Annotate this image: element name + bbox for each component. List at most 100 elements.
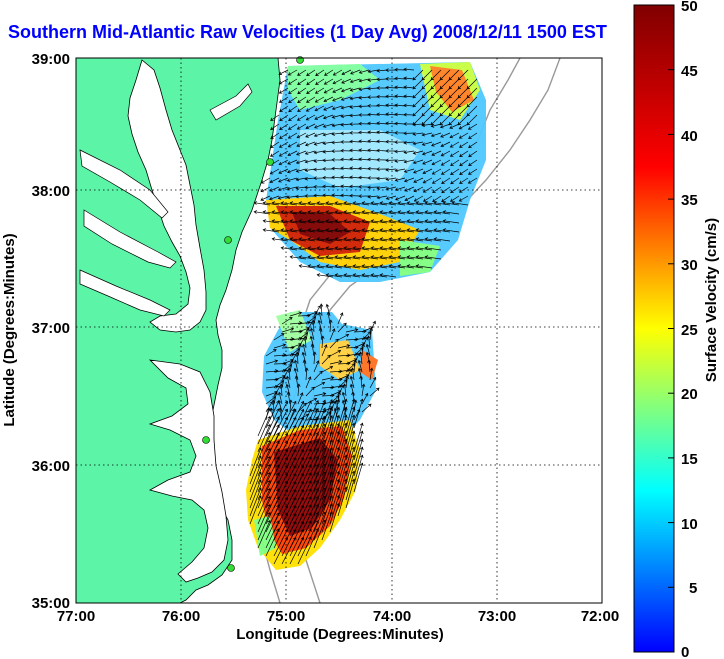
velocity-arrow (321, 503, 333, 533)
velocity-arrow (265, 504, 280, 533)
velocity-arrow (322, 123, 334, 128)
radar-station (227, 564, 235, 572)
velocity-arrow (349, 193, 361, 198)
velocity-arrow (305, 123, 316, 130)
velocity-arrow (430, 132, 442, 138)
velocity-arrow (343, 273, 361, 278)
velocity-arrow (341, 78, 352, 84)
velocity-arrow (329, 406, 341, 437)
velocity-arrow (288, 114, 298, 121)
velocity-arrow (331, 184, 343, 189)
velocity-arrow (280, 228, 298, 233)
velocity-arrow (325, 273, 343, 278)
velocity-arrow (457, 114, 469, 126)
velocity-arrow (468, 150, 478, 158)
velocity-arrow (265, 512, 280, 541)
velocity-arrow (406, 219, 424, 224)
velocity-arrow (298, 264, 316, 269)
velocity-arrow (345, 470, 356, 501)
velocity-arrow (273, 472, 289, 501)
velocity-arrow (323, 87, 334, 94)
velocity-arrow (367, 103, 379, 108)
velocity-arrow (385, 76, 397, 81)
velocity-arrow (322, 158, 334, 163)
velocity-arrow (367, 166, 379, 171)
velocity-arrow (331, 140, 343, 145)
velocity-arrow (313, 447, 326, 477)
velocity-arrow (313, 159, 325, 163)
x-tick-label: 76:00 (162, 608, 200, 625)
x-tick-label: 74:00 (373, 608, 411, 625)
velocity-arrow (340, 184, 352, 189)
velocity-arrow (370, 255, 388, 260)
velocity-arrow (249, 447, 262, 477)
velocity-arrow (345, 398, 356, 429)
velocity-arrow (306, 87, 316, 94)
velocity-arrow (385, 186, 397, 191)
velocity-arrow (297, 402, 307, 413)
velocity-arrow (260, 195, 271, 201)
velocity-arrow (331, 105, 343, 111)
velocity-arrow (349, 157, 361, 162)
velocity-arrow (313, 407, 326, 437)
velocity-arrow (285, 375, 291, 389)
velocity-arrow (296, 383, 301, 397)
velocity-arrow (278, 87, 289, 94)
velocity-arrow (432, 195, 442, 202)
velocity-arrow (406, 264, 424, 269)
velocity-arrow (367, 112, 379, 117)
velocity-arrow (270, 141, 280, 148)
velocity-arrow (295, 177, 307, 182)
x-tick-label: 77:00 (57, 608, 95, 625)
velocity-arrow (316, 264, 334, 269)
velocity-arrow (313, 370, 323, 381)
velocity-arrow (467, 177, 478, 184)
velocity-arrow (440, 150, 451, 157)
velocity-arrow (394, 67, 406, 72)
velocity-arrow (296, 141, 307, 147)
velocity-arrow (320, 335, 325, 349)
grid-lines (76, 58, 602, 603)
velocity-arrow (323, 96, 334, 103)
velocity-arrow (262, 219, 280, 224)
velocity-arrow (376, 195, 388, 200)
velocity-arrow (385, 94, 397, 99)
velocity-arrow (253, 201, 271, 206)
velocity-arrow (449, 132, 460, 139)
velocity-arrow (466, 114, 478, 126)
velocity-arrow (273, 512, 289, 541)
velocity-arrow (459, 159, 469, 167)
velocity-arrow (260, 177, 271, 184)
chesapeake-bay (127, 59, 207, 333)
velocity-arrow (385, 85, 397, 90)
velocity-arrow (287, 367, 292, 381)
velocity-arrow (406, 201, 424, 206)
velocity-arrow (345, 422, 356, 453)
velocity-arrow (403, 131, 415, 136)
velocity-arrow (406, 210, 424, 215)
velocity-arrow (413, 168, 424, 174)
velocity-arrow (441, 168, 451, 175)
velocity-arrow (450, 168, 460, 175)
velocity-arrow (286, 177, 298, 182)
velocity-arrow (385, 121, 397, 126)
velocity-arrow (289, 219, 307, 224)
velocity-arrow (278, 69, 289, 75)
velocity-arrow (394, 112, 406, 117)
velocity-arrow (394, 103, 406, 108)
velocity-arrow (313, 503, 326, 533)
velocity-arrow (288, 105, 298, 113)
velocity-arrow (315, 78, 325, 85)
velocity-arrow (361, 201, 379, 206)
velocity-arrow (324, 69, 334, 76)
velocity-arrow (349, 175, 361, 180)
velocity-arrow (404, 186, 415, 192)
velocity-arrow (367, 194, 379, 199)
velocity-arrow (293, 359, 299, 373)
velocity-arrow (367, 130, 379, 135)
velocity-arrow (257, 407, 271, 437)
velocity-arrow (376, 176, 388, 181)
velocity-arrow (321, 463, 333, 493)
velocity-arrow (397, 255, 415, 260)
velocity-arrow (297, 78, 307, 85)
